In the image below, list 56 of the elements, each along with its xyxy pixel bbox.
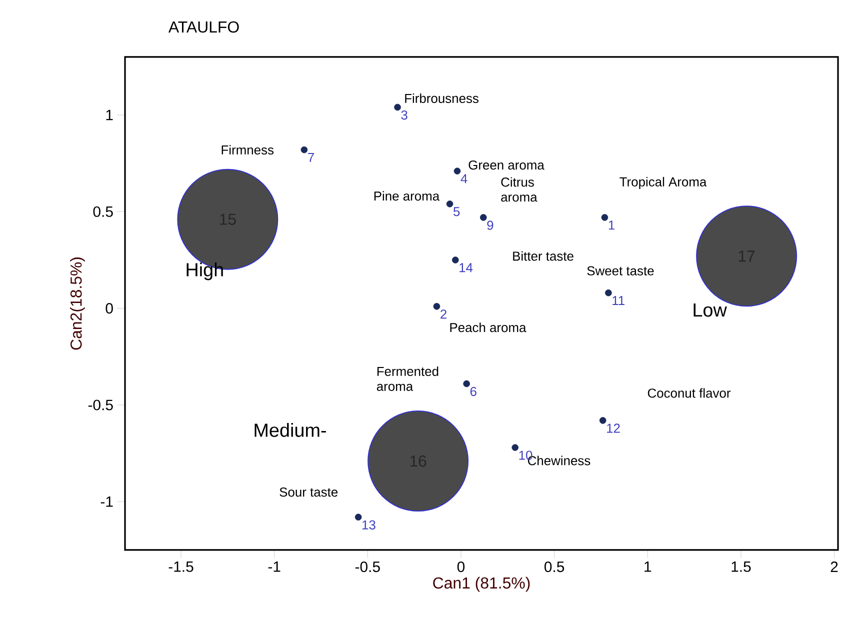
annotation: Medium- xyxy=(254,423,326,437)
chart-title: ATAULFO xyxy=(168,21,239,33)
point xyxy=(512,444,519,451)
annotation: 3 xyxy=(401,110,408,120)
annotation: 2 xyxy=(440,310,446,319)
annotation: Firbrousness xyxy=(405,93,478,104)
annotation: 1 xyxy=(608,220,614,230)
annotation: 4 xyxy=(460,174,468,184)
point xyxy=(454,168,461,174)
y-axis-title: Can2(18.5%) xyxy=(70,258,85,350)
annotation: 9 xyxy=(487,220,494,230)
x-tick-label: 0 xyxy=(457,562,465,572)
x-tick-label: 0.5 xyxy=(544,562,564,572)
annotation: Coconut flavor xyxy=(648,388,731,398)
annotation: Sweet taste xyxy=(587,266,654,276)
y-tick-label: -0.5 xyxy=(88,400,113,410)
point xyxy=(452,256,459,264)
annotation: 6 xyxy=(470,386,476,396)
x-tick-label: 1.5 xyxy=(732,562,751,572)
annotation: Tropical Aroma xyxy=(620,176,707,190)
point xyxy=(599,417,606,424)
annotation: Fermented aroma xyxy=(376,366,438,391)
annotation: Bitter taste xyxy=(513,251,574,261)
y-tick-label: -1 xyxy=(100,496,113,507)
annotation: 13 xyxy=(362,520,376,530)
y-tick-label: 0.5 xyxy=(93,206,113,217)
annotation: 11 xyxy=(612,296,624,305)
annotation: 12 xyxy=(607,424,620,433)
annotation: Firmness xyxy=(222,145,274,155)
annotation: Peach aroma xyxy=(450,322,526,332)
y-tick-label: 0 xyxy=(106,303,113,314)
point xyxy=(463,380,470,388)
annotation: 7 xyxy=(308,152,314,162)
point xyxy=(446,200,454,208)
annotation: Sour taste xyxy=(280,488,338,497)
annotation: 14 xyxy=(460,263,473,272)
annotation: Green aroma xyxy=(468,160,544,170)
x-tick-label: -1.5 xyxy=(168,562,194,572)
x-tick-label: -1 xyxy=(268,562,280,572)
annotation: Pine aroma xyxy=(374,191,440,201)
point xyxy=(394,104,401,111)
annotation: Citrus aroma xyxy=(501,177,538,202)
x-tick-label: 2 xyxy=(830,562,838,572)
x-tick-label: -0.5 xyxy=(355,562,380,572)
y-tick-label: 1 xyxy=(106,110,113,120)
point xyxy=(601,214,608,221)
annotation: 5 xyxy=(453,207,460,216)
x-axis-title: Can1 (81.5%) xyxy=(433,576,530,592)
point xyxy=(480,214,487,221)
point xyxy=(300,146,308,154)
annotation: Low xyxy=(694,304,727,317)
point xyxy=(354,514,362,521)
point xyxy=(605,289,612,296)
x-tick-label: 1 xyxy=(644,562,652,572)
point xyxy=(433,302,440,310)
annotation: High xyxy=(186,262,223,280)
